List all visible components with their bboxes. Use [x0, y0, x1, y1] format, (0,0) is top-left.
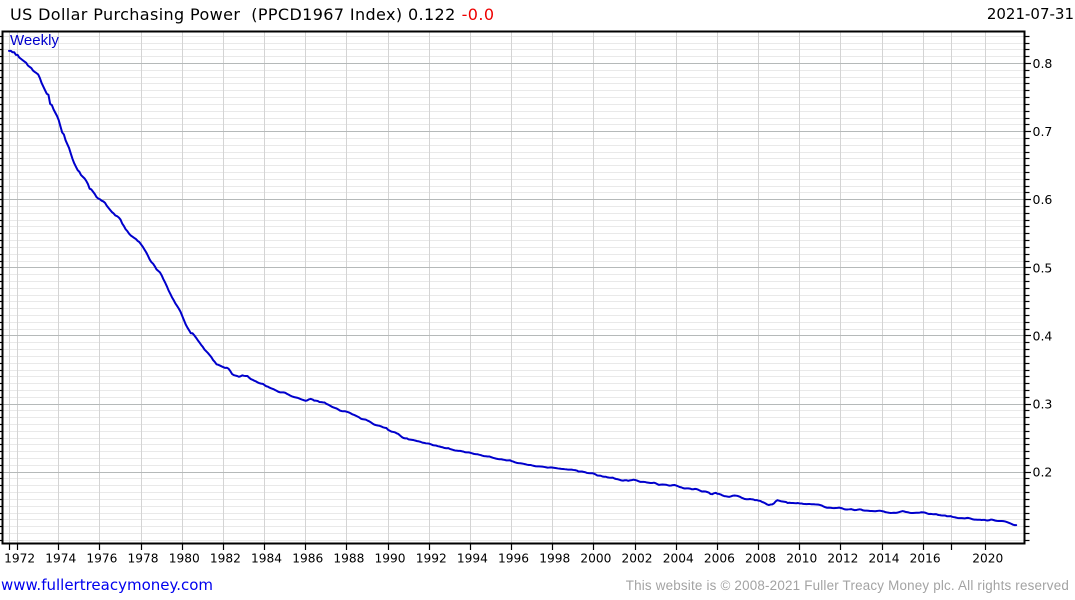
data-series-line [8, 49, 1018, 527]
x-axis-tick-label: 1990 [375, 552, 406, 566]
x-axis-tick-label: 1980 [169, 552, 200, 566]
svg-text:0.8: 0.8 [1033, 56, 1053, 71]
chart-title: US Dollar Purchasing Power (PPCD1967 Ind… [10, 5, 494, 24]
x-axis-tick-label: 2000 [580, 552, 611, 566]
x-axis-tick-label: 1982 [210, 552, 241, 566]
frequency-label: Weekly [10, 31, 59, 49]
copyright-text: This website is © 2008-2021 Fuller Treac… [625, 578, 1069, 593]
plot-border [1, 30, 1026, 545]
website-link[interactable]: www.fullertreacymoney.com [1, 576, 214, 594]
x-axis-tick-label: 2002 [622, 552, 653, 566]
x-axis-tick-label: 2014 [869, 552, 900, 566]
x-axis-tick-label: 1984 [251, 552, 282, 566]
chart-title-text: US Dollar Purchasing Power (PPCD1967 Ind… [10, 5, 403, 24]
svg-text:0.4: 0.4 [1033, 328, 1053, 343]
x-axis-tick-label: 2008 [745, 552, 776, 566]
x-axis-tick-label: 1976 [86, 552, 117, 566]
x-axis-tick-label: 1978 [128, 552, 159, 566]
x-axis-tick-label: 1996 [498, 552, 529, 566]
x-axis-tick-label: 2020 [972, 552, 1003, 566]
x-axis-tick-label: 1986 [292, 552, 323, 566]
svg-text:0.7: 0.7 [1033, 124, 1053, 139]
x-axis-tick-label: 2016 [910, 552, 941, 566]
svg-text:0.6: 0.6 [1033, 192, 1053, 207]
svg-text:0.5: 0.5 [1033, 260, 1053, 275]
x-axis-tick-label: 1994 [457, 552, 488, 566]
x-axis-tick-label: 1972 [4, 552, 35, 566]
svg-text:0.3: 0.3 [1033, 397, 1053, 412]
x-axis-tick-label: 1988 [333, 552, 364, 566]
x-axis-tick-label: 2004 [663, 552, 694, 566]
chart-change-value: -0.0 [461, 5, 495, 24]
x-axis-tick-label: 2010 [786, 552, 817, 566]
chart-date-label: 2021-07-31 [986, 5, 1074, 23]
x-axis-tick-label: 2012 [827, 552, 858, 566]
x-axis-tick-label: 1998 [539, 552, 570, 566]
svg-text:0.2: 0.2 [1033, 465, 1053, 480]
chart-last-value: 0.122 [407, 5, 456, 24]
x-axis-tick-label: 2006 [704, 552, 735, 566]
x-axis-tick-label: 1974 [45, 552, 76, 566]
x-axis-tick-label: 1992 [416, 552, 447, 566]
